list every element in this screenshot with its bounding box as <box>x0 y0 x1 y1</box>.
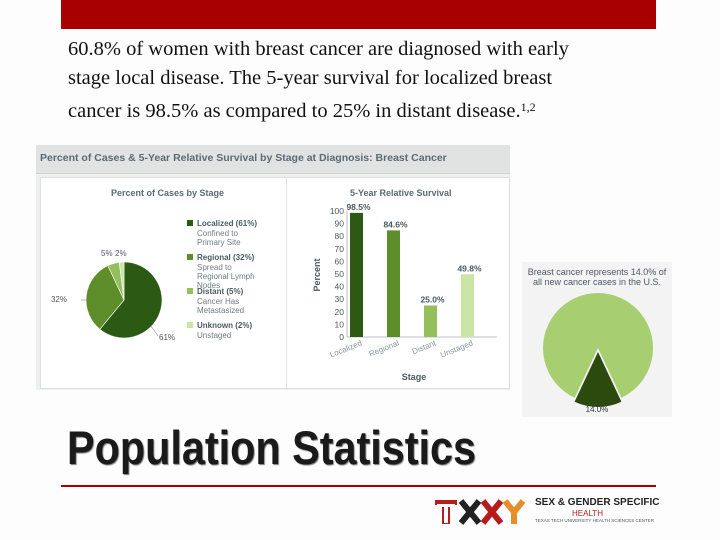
legend-sublabel: Metastasized <box>197 306 244 315</box>
legend-swatch <box>187 288 193 294</box>
pie-subpanel: Percent of Cases by Stage 61% 32% 5% 2% Loca… <box>40 177 318 389</box>
institution-logo <box>435 499 526 525</box>
pie-data-label: 2% <box>115 249 127 258</box>
legend-label: Distant (5%) <box>197 287 244 296</box>
pie-slice-1 <box>99 261 163 339</box>
stage-pie-chart: 61% 32% 5% 2% Localized (61%)Confined toPrim… <box>51 219 257 342</box>
bar-data-label: 49.8% <box>457 263 482 273</box>
legend-swatch <box>187 220 193 226</box>
pie-data-label: 61% <box>159 333 175 342</box>
y-tick-label: 100 <box>330 206 344 216</box>
panel-title: Percent of Cases & 5-Year Relative Survi… <box>40 152 447 164</box>
stage-chart-panel: Percent of Cases & 5-Year Relative Survi… <box>36 145 510 390</box>
legend-sublabel: Spread to <box>197 263 232 272</box>
incidence-inset: Breast cancer represents 14.0% of all ne… <box>522 262 672 417</box>
intro-line-3-text: cancer is 98.5% as compared to 25% in di… <box>68 100 521 122</box>
bar-data-label: 98.5% <box>346 202 371 212</box>
y-tick-label: 10 <box>335 319 345 329</box>
legend-label: Localized (61%) <box>197 219 257 228</box>
x-tick-label: Regional <box>368 338 401 358</box>
legend-label: Regional (32%) <box>197 253 255 262</box>
y-tick-label: 0 <box>339 332 344 342</box>
legend-swatch <box>187 322 193 328</box>
bar-data-label: 25.0% <box>420 295 445 305</box>
legend-sublabel: Regional Lymph <box>197 272 255 281</box>
bar-localized <box>350 212 363 337</box>
bar-subtitle: 5-Year Relative Survival <box>350 188 452 198</box>
legend-swatch <box>187 254 193 260</box>
y-tick-label: 90 <box>335 219 345 229</box>
y-tick-label: 50 <box>335 269 345 279</box>
intro-line-2: stage local disease. The 5-year survival… <box>68 67 553 89</box>
bar-unstaged <box>461 274 474 337</box>
inset-data-label: 14.0% <box>585 405 609 414</box>
bar-distant <box>424 305 437 337</box>
pie-slice-2 <box>85 265 125 330</box>
y-tick-label: 40 <box>335 282 345 292</box>
legend-sublabel: Unstaged <box>197 331 231 340</box>
logo-text: SEX & GENDER SPECIFIC <box>535 497 660 508</box>
top-accent-bar <box>61 0 656 29</box>
x-axis-title: Stage <box>402 372 427 382</box>
bar-subpanel: 5-Year Relative Survival 0 10 20 30 40 50 60 70… <box>286 177 510 389</box>
logo-fineprint: TEXAS TECH UNIVERSITY HEALTH SCIENCES CE… <box>535 518 655 523</box>
pie-slice-4 <box>118 261 125 301</box>
leader-line <box>150 325 159 337</box>
legend-sublabel: Nodes <box>197 281 220 290</box>
citation-superscript: 1,2 <box>520 100 536 114</box>
y-tick-label: 80 <box>335 231 345 241</box>
intro-paragraph: 60.8% of women with breast cancer are di… <box>68 35 668 126</box>
y-tick-label: 70 <box>335 244 345 254</box>
x-tick-label: Distant <box>411 338 438 356</box>
legend-sublabel: Cancer Has <box>197 297 239 306</box>
incidence-slice-breast <box>574 352 622 407</box>
y-axis-title: Percent <box>312 258 322 291</box>
intro-line-3: cancer is 98.5% as compared to 25% in di… <box>68 93 668 126</box>
panel-header: Percent of Cases & 5-Year Relative Survi… <box>36 145 510 174</box>
legend-sublabel: Primary Site <box>197 238 241 247</box>
incidence-pie-chart <box>543 293 653 407</box>
logo-subtext: HEALTH <box>572 509 603 518</box>
inset-annotation: Breast cancer represents 14.0% of all ne… <box>527 267 667 287</box>
bar-data-label: 84.6% <box>383 219 408 229</box>
pie-subtitle: Percent of Cases by Stage <box>111 188 225 198</box>
survival-bar-chart: 0 10 20 30 40 50 60 70 80 90 100 98.5% Localized 84.6… <box>312 202 497 382</box>
y-tick-label: 30 <box>335 294 345 304</box>
legend-label: Unknown (2%) <box>197 321 252 330</box>
slide-heading: Population Statistics <box>67 421 477 474</box>
y-tick-label: 20 <box>335 307 345 317</box>
x-tick-label: Localized <box>329 339 364 360</box>
pie-data-label: 5% <box>101 249 113 258</box>
y-tick-label: 60 <box>335 256 345 266</box>
legend-sublabel: Confined to <box>197 229 238 238</box>
intro-line-1: 60.8% of women with breast cancer are di… <box>68 38 569 60</box>
pie-data-label: 32% <box>51 295 67 304</box>
incidence-slice-other <box>543 293 653 398</box>
heading-underline <box>61 485 656 487</box>
bar-regional <box>387 230 400 337</box>
x-tick-label: Unstaged <box>439 339 474 360</box>
